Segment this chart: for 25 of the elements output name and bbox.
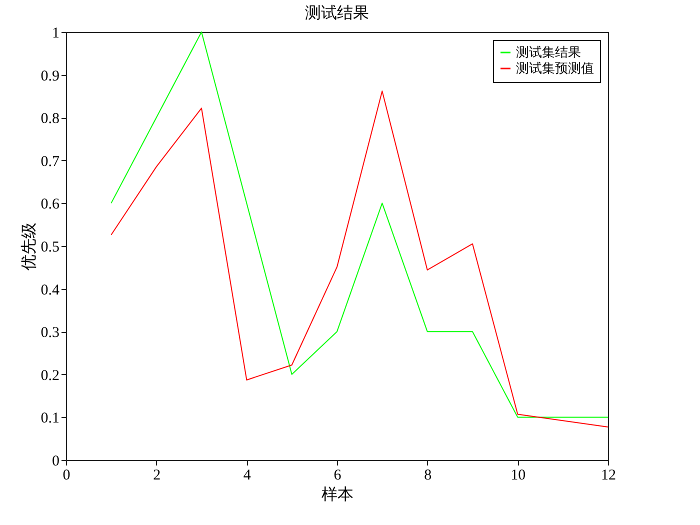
y-tick-label: 0.9 <box>40 68 60 84</box>
y-axis-title: 优先级 <box>20 222 38 270</box>
y-tick-label: 0.8 <box>40 111 60 128</box>
x-axis-title: 样本 <box>322 486 354 504</box>
legend-label: 测试集结果 <box>516 44 581 60</box>
legend-label: 测试集预测值 <box>516 60 594 76</box>
y-tick-label: 0.1 <box>40 410 60 427</box>
y-tick-label: 0.7 <box>40 154 60 170</box>
y-tick-label: 0.6 <box>40 196 60 213</box>
y-tick-label: 0.5 <box>40 240 60 256</box>
y-tick-label: 0 <box>52 454 60 470</box>
x-tick-label: 8 <box>424 468 432 484</box>
y-tick-label: 0.4 <box>40 282 60 298</box>
x-tick-label: 0 <box>62 468 70 484</box>
y-tick-label: 0.2 <box>40 368 60 384</box>
line-series <box>110 32 608 418</box>
x-tick-label: 2 <box>153 468 161 484</box>
x-tick-label: 10 <box>510 468 526 484</box>
chart-title: 测试结果 <box>305 4 369 22</box>
x-tick-label: 4 <box>243 468 252 484</box>
y-tick-label: 1 <box>52 26 60 42</box>
line-series <box>110 90 608 428</box>
y-tick-label: 0.3 <box>40 325 60 342</box>
x-tick-label: 12 <box>601 468 616 484</box>
x-tick-label: 6 <box>334 468 342 484</box>
